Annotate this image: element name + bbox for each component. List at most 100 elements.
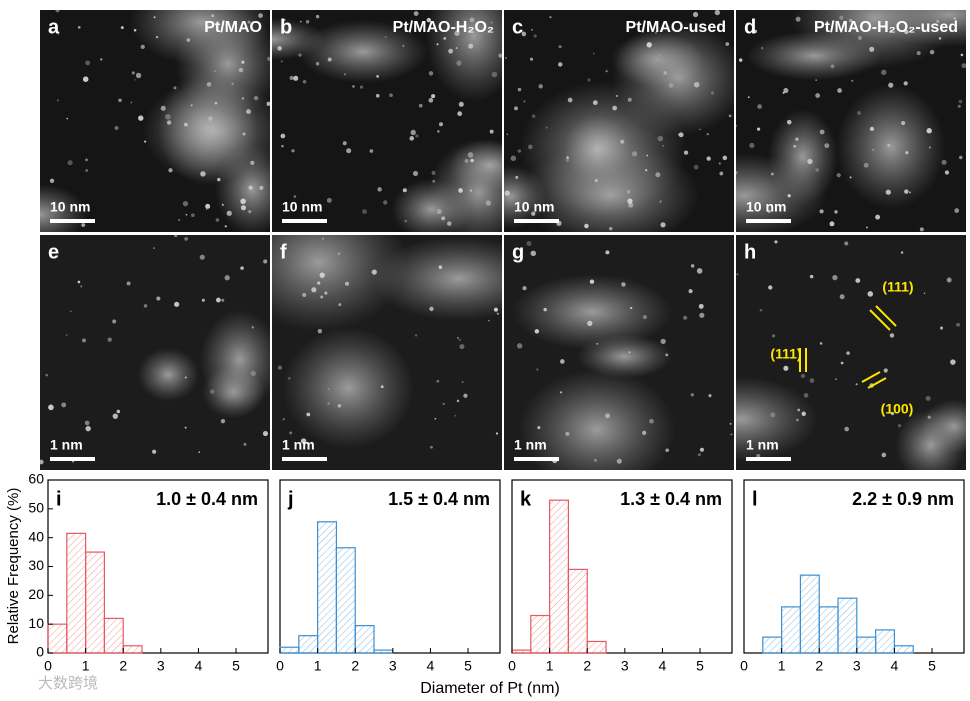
texture-dot — [457, 111, 463, 117]
texture-dot — [605, 70, 608, 73]
texture-dot — [699, 128, 701, 131]
texture-dot — [536, 368, 539, 371]
texture-dot — [112, 319, 117, 324]
texture-dot — [901, 120, 906, 126]
texture-dot — [463, 393, 468, 398]
texture-dot — [665, 448, 669, 453]
texture-dot — [376, 75, 379, 78]
texture-dot — [456, 399, 460, 403]
texture-dot — [61, 402, 67, 408]
texture-dot — [722, 155, 728, 161]
texture-dot — [488, 319, 490, 322]
texture-dot — [413, 11, 419, 16]
texture-dot — [342, 141, 347, 146]
texture-dot — [587, 78, 591, 82]
bar — [549, 499, 570, 654]
texture-dot — [517, 149, 522, 153]
scale-label: 10 nm — [282, 199, 322, 215]
texture-dot — [281, 144, 284, 148]
texture-dot — [698, 303, 704, 309]
texture-dot — [928, 146, 931, 149]
texture-dot — [690, 393, 695, 397]
texture-dot — [658, 53, 661, 56]
texture-dot — [678, 132, 684, 138]
texture-dot — [319, 272, 325, 278]
texture-dot — [126, 281, 131, 286]
texture-dot — [418, 103, 423, 108]
texture-dot — [938, 37, 942, 40]
texture-dot — [857, 35, 862, 40]
texture-dot — [706, 156, 711, 161]
texture-dot — [80, 285, 83, 288]
texture-dot — [133, 29, 137, 32]
texture-dot — [819, 342, 823, 345]
x-tick-label: 3 — [389, 658, 397, 674]
texture-dot — [875, 214, 881, 220]
texture-dot — [327, 57, 332, 62]
texture-dot — [211, 14, 215, 18]
texture-dot — [846, 351, 850, 355]
texture-dot — [66, 117, 69, 120]
texture-dot — [459, 344, 465, 350]
texture-dot — [809, 274, 814, 279]
texture-dot — [699, 447, 704, 452]
texture-dot — [649, 418, 654, 424]
texture-dot — [371, 269, 377, 275]
texture-dot — [834, 210, 838, 214]
texture-dot — [247, 20, 251, 24]
panel-letter: b — [280, 16, 292, 38]
image — [40, 235, 270, 470]
texture-dot — [241, 97, 245, 100]
texture-dot — [925, 395, 931, 401]
lattice-label: (111) — [770, 346, 801, 362]
texture-dot — [300, 438, 307, 444]
texture-dot — [795, 137, 799, 141]
texture-dot — [458, 188, 463, 193]
scale-label: 10 nm — [50, 199, 90, 215]
texture-dot — [496, 312, 499, 315]
texture-dot — [77, 280, 81, 284]
texture-dot — [960, 53, 964, 57]
scale-label: 1 nm — [50, 437, 83, 453]
texture-dot — [956, 322, 960, 327]
texture-dot — [415, 134, 419, 138]
panel-letter: a — [48, 16, 60, 38]
texture-dot — [251, 326, 254, 329]
bar — [567, 568, 588, 654]
lattice-marker — [869, 309, 891, 331]
texture-dot — [201, 298, 205, 302]
texture-dot — [905, 151, 909, 155]
panel-letter: i — [56, 488, 62, 510]
texture-dot — [240, 198, 246, 205]
texture-dot — [592, 100, 598, 106]
texture-dot — [280, 133, 286, 139]
texture-dot — [214, 70, 216, 72]
bar — [122, 645, 143, 654]
texture-dot — [250, 160, 255, 165]
texture-dot — [489, 129, 494, 134]
texture-dot — [184, 236, 189, 241]
texture-dot — [436, 209, 442, 215]
texture-dot — [277, 46, 282, 51]
texture-dot — [337, 252, 341, 256]
x-tick-label: 3 — [853, 658, 861, 674]
texture-dot — [248, 185, 253, 190]
texture-dot — [344, 73, 346, 76]
texture-dot — [786, 119, 792, 125]
scale-label: 1 nm — [514, 437, 547, 453]
texture-dot — [832, 274, 838, 281]
bar — [875, 629, 896, 654]
texture-dot — [543, 307, 547, 312]
texture-dot — [320, 295, 324, 299]
x-tick-label: 2 — [351, 658, 359, 674]
texture-dot — [819, 129, 825, 135]
texture-dot — [919, 227, 924, 232]
bar — [586, 640, 607, 654]
texture-dot — [950, 359, 956, 365]
texture-dot — [306, 412, 311, 417]
bar — [893, 645, 914, 654]
texture-dot — [654, 31, 658, 34]
panel-letter: j — [287, 488, 294, 510]
texture-dot — [315, 14, 320, 19]
texture — [214, 143, 270, 232]
